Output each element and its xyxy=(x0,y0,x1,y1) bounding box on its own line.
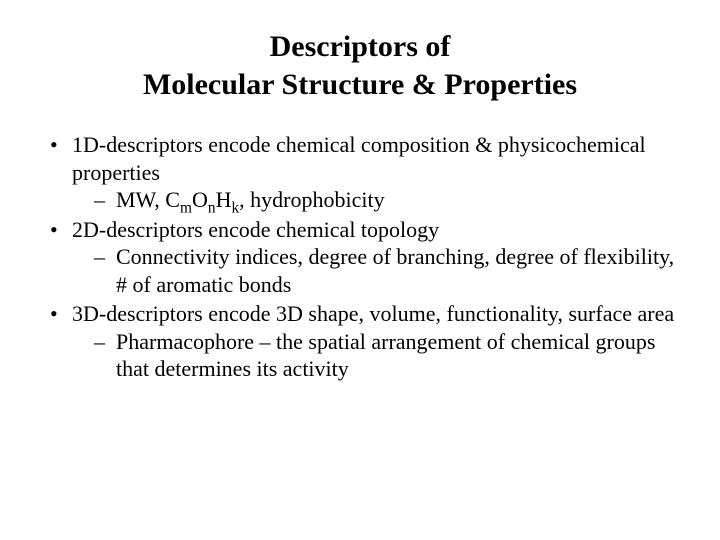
formula-o: O xyxy=(192,187,208,212)
bullet-3-text: 3D-descriptors encode 3D shape, volume, … xyxy=(72,301,674,326)
subscript-k: k xyxy=(231,199,239,216)
bullet-2-sub-1: Connectivity indices, degree of branchin… xyxy=(94,243,680,298)
slide-title: Descriptors of Molecular Structure & Pro… xyxy=(40,28,680,103)
bullet-1-sub-1-suffix: , hydrophobicity xyxy=(239,187,384,212)
bullet-3-sub-1-text: Pharmacophore – the spatial arrangement … xyxy=(116,329,655,382)
subscript-m: m xyxy=(180,199,192,216)
bullet-2: 2D-descriptors encode chemical topology … xyxy=(50,216,680,299)
bullet-2-sub-1-text: Connectivity indices, degree of branchin… xyxy=(116,244,674,297)
bullet-3-sub-1: Pharmacophore – the spatial arrangement … xyxy=(94,328,680,383)
bullet-3-sublist: Pharmacophore – the spatial arrangement … xyxy=(94,328,680,383)
title-line-2: Molecular Structure & Properties xyxy=(143,68,577,101)
bullet-1-text: 1D-descriptors encode chemical compositi… xyxy=(72,132,646,185)
bullet-1-sublist: MW, CmOnHk, hydrophobicity xyxy=(94,186,680,214)
bullet-2-sublist: Connectivity indices, degree of branchin… xyxy=(94,243,680,298)
bullet-1-sub-1: MW, CmOnHk, hydrophobicity xyxy=(94,186,680,214)
bullet-1: 1D-descriptors encode chemical compositi… xyxy=(50,131,680,214)
slide: Descriptors of Molecular Structure & Pro… xyxy=(0,0,720,540)
formula-h: H xyxy=(216,187,232,212)
bullet-2-text: 2D-descriptors encode chemical topology xyxy=(72,217,439,242)
subscript-n: n xyxy=(208,199,216,216)
title-line-1: Descriptors of xyxy=(270,30,451,63)
bullet-1-sub-1-prefix: MW, C xyxy=(116,187,180,212)
bullet-list: 1D-descriptors encode chemical compositi… xyxy=(50,131,680,383)
bullet-3: 3D-descriptors encode 3D shape, volume, … xyxy=(50,300,680,383)
